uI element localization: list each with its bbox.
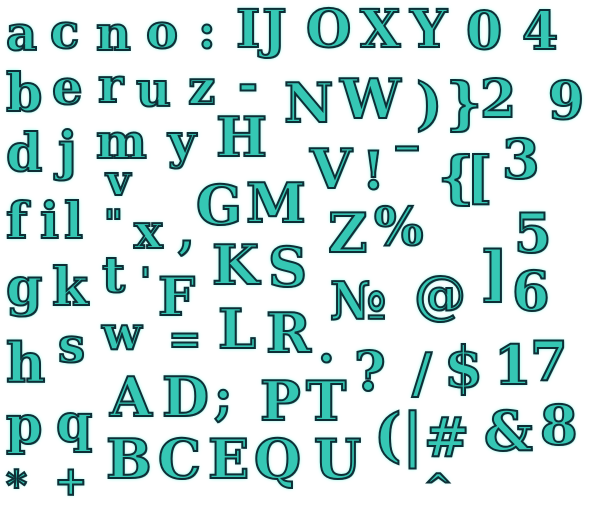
glyph-d: d <box>5 123 43 184</box>
glyph-b: b <box>5 63 43 124</box>
glyph-v-lower: v <box>105 156 131 205</box>
glyph-Q: Q <box>253 427 302 491</box>
glyph-rbracket: ] <box>479 239 509 309</box>
glyph-a: a <box>5 6 38 62</box>
glyph-l: l <box>63 191 84 250</box>
glyph-D: D <box>161 365 210 429</box>
glyph-numero: № <box>329 271 388 332</box>
glyph-X: X <box>359 0 401 60</box>
glyph-S: S <box>267 235 308 299</box>
glyph-lbrace: { <box>437 145 475 211</box>
glyph-slash: / <box>411 341 433 405</box>
glyph-6: 6 <box>511 259 551 323</box>
glyph-1: 1 <box>493 333 533 397</box>
glyph-plus: + <box>53 458 88 505</box>
glyph-j: j <box>57 121 78 182</box>
glyph-r: r <box>97 58 124 114</box>
glyph-h: h <box>5 331 46 395</box>
glyph-2: 2 <box>479 69 517 130</box>
glyph-o: o <box>145 4 179 60</box>
glyph-hyphen: - <box>237 56 259 112</box>
glyph-hash: # <box>423 405 470 469</box>
glyph-dquote: " <box>103 203 124 245</box>
glyph-G: G <box>195 173 243 237</box>
glyph-Y: Y <box>409 0 448 60</box>
glyph-9: 9 <box>547 71 585 132</box>
glyph-y: y <box>167 114 197 170</box>
glyph-3: 3 <box>501 127 541 191</box>
glyph-asterisk: * <box>5 462 28 509</box>
glyph-T: T <box>305 369 347 433</box>
glyph-O: O <box>305 0 352 60</box>
glyph-k: k <box>51 257 89 318</box>
glyph-H: H <box>215 105 268 169</box>
glyph-n: n <box>95 6 132 62</box>
glyph-equals: = <box>167 316 202 363</box>
glyph-P: P <box>259 369 302 433</box>
glyph-t: t <box>101 245 126 304</box>
glyph-q: q <box>55 393 93 454</box>
glyph-colon: : <box>197 4 217 60</box>
glyph-7: 7 <box>529 329 569 393</box>
glyph-lbracket: [ <box>465 145 493 211</box>
glyph-exclaim: ! <box>361 141 386 202</box>
glyph-i: i <box>39 191 60 250</box>
glyph-L: L <box>217 297 257 361</box>
glyph-question: ? <box>353 339 387 403</box>
glyph-s: s <box>57 318 86 374</box>
glyph-x: x <box>133 204 164 260</box>
glyph-A: A <box>109 365 153 429</box>
glyph-C: C <box>157 427 202 491</box>
glyph-semicolon: ; <box>213 367 234 426</box>
glyph-rparen: ) <box>415 71 443 137</box>
glyph-N: N <box>283 71 334 135</box>
glyph-at: @ <box>413 265 467 326</box>
glyph-c: c <box>49 4 80 60</box>
glyph-u: u <box>135 62 172 118</box>
glyph-B: B <box>105 427 153 491</box>
glyph-pipe: | <box>401 401 424 469</box>
glyph-E: E <box>207 427 250 491</box>
glyph-U: U <box>313 427 362 491</box>
glyph-e: e <box>51 60 84 116</box>
glyph-rbrace: } <box>445 71 483 137</box>
glyph-0: 0 <box>465 1 503 62</box>
glyph-4: 4 <box>521 1 559 62</box>
glyph-K: K <box>211 233 260 297</box>
glyph-squote: ' <box>139 261 152 303</box>
glyph-z: z <box>187 60 216 116</box>
glyph-8: 8 <box>539 393 579 457</box>
glyph-comma: , <box>177 204 196 260</box>
glyph-5: 5 <box>513 201 553 265</box>
glyph-f: f <box>5 191 28 250</box>
glyph-p: p <box>5 395 43 456</box>
glyph-R: R <box>265 301 312 365</box>
glyph-g: g <box>5 257 43 318</box>
glyph-I: I <box>235 0 261 60</box>
glyph-lparen: ( <box>373 401 402 469</box>
glyph-M: M <box>245 171 307 235</box>
glyph-caret: ^ <box>423 467 453 507</box>
glyph-percent: % <box>373 197 424 258</box>
glyph-W: W <box>339 67 402 131</box>
glyph-underscore: _ <box>395 100 419 151</box>
glyph-V-upper: V <box>309 137 353 201</box>
glyph-dollar: $ <box>443 335 484 401</box>
glyph-Z: Z <box>327 201 368 265</box>
glyph-F: F <box>157 267 196 328</box>
glyph-period: . <box>317 318 336 374</box>
glyph-w: w <box>101 306 143 360</box>
glyph-J: J <box>261 0 288 60</box>
glyph-m: m <box>95 114 148 170</box>
glyph-ampersand: & <box>483 399 534 463</box>
